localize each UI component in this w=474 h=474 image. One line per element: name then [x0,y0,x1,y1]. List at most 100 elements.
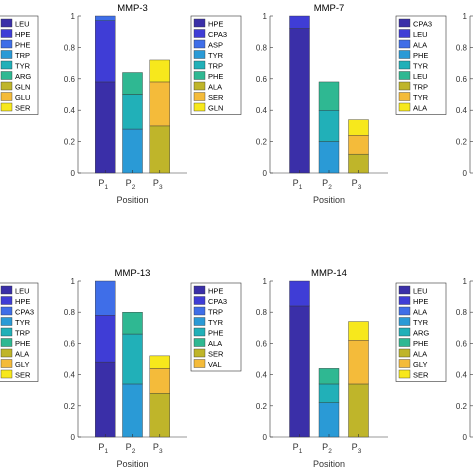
x-tick-label: P1 [293,178,303,191]
bar-segment [122,72,143,95]
legend-swatch [0,29,13,38]
legend-label: HPE [208,20,223,29]
y-tick-label: 0.8 [256,43,268,52]
y-tick-label: 0 [71,169,76,178]
legend-swatch [0,18,13,28]
legend-swatch [0,60,13,70]
legend-swatch [398,296,411,305]
bar-segment [348,340,369,385]
legend-label: LEU [15,20,30,29]
legend-label: HPE [413,297,428,306]
y-tick-label: 0.2 [256,138,268,147]
chart-panel-3: 0 0.2 0.4 0.6 0.8 1 [456,12,473,178]
x-tick-label: P3 [153,442,163,455]
bar-segment [122,333,143,385]
legend-label: TYR [413,62,429,71]
bar-segment [149,59,170,83]
y-tick-label: 0 [71,433,76,442]
legend-label: TYR [208,318,224,327]
legend-swatch [398,102,411,112]
legend-label: SER [15,371,31,380]
chart-title: MMP-3 [117,3,148,14]
y-tick-label: 0.6 [256,339,268,348]
legend-label: TYR [413,318,429,327]
y-tick-label: 0 [463,169,468,178]
chart-panel-2: CPA3LEUALAPHETYRLEUTRPTYRALA00.20.40.60.… [256,3,447,205]
legend-label: GLU [15,93,30,102]
legend-label: VAL [208,360,222,369]
legend-label: SER [413,371,429,380]
x-tick-label-base: P [153,178,159,188]
y-tick-label: 1 [71,12,76,21]
chart-panel-6: LEUHPEALATYRARGPHEALAGLYSER00.20.40.60.8… [256,268,447,469]
x-tick-label-sub: 1 [299,184,303,191]
y-tick-label: 0.4 [256,371,268,380]
x-tick-label-sub: 3 [358,184,362,191]
legend-swatch [398,359,411,368]
x-tick-label: P1 [98,442,108,455]
legend-swatch [193,359,206,368]
chart-title: MMP-13 [115,268,151,279]
y-tick-label: 0.2 [64,138,76,147]
bar-segment [289,28,310,174]
bar-segment [289,280,310,307]
legend-swatch [0,285,13,295]
y-tick-label: 1 [263,277,268,286]
bar-segment [149,81,170,127]
legend-swatch [193,327,206,337]
x-axis-label: Position [313,195,345,205]
x-tick-label-base: P [126,178,132,188]
x-tick-label-base: P [126,442,132,452]
x-tick-label-base: P [293,442,299,452]
chart-panel-7: 0 0.2 0.4 0.6 0.8 1 [456,277,473,442]
y-tick-label: 0.2 [456,138,468,147]
x-tick-label-sub: 2 [132,184,136,191]
legend-label: SER [208,350,224,359]
x-tick-label: P3 [352,178,362,191]
y-tick-label: 0.6 [64,339,76,348]
legend-swatch [398,285,411,295]
bar-segment [149,355,170,369]
bar-segment [122,383,143,438]
legend-swatch [193,317,206,326]
y-tick-label: 0.6 [456,339,468,348]
bar-segment [318,368,340,385]
legend-label: GLY [15,360,29,369]
x-tick-label: P2 [322,178,332,191]
y-tick-label: 0.4 [256,106,268,115]
legend-swatch [193,39,206,49]
legend-label: ALA [15,350,29,359]
legend-label: TYR [15,318,31,327]
legend-label: PHE [208,72,223,81]
y-tick-label: 0.4 [456,106,468,115]
legend-label: TYR [413,93,429,102]
legend-label: GLN [15,83,30,92]
legend-label: TRP [208,308,223,317]
legend-swatch [193,71,206,80]
legend-label: LEU [413,72,428,81]
x-tick-label: P2 [126,442,136,455]
x-axis-label: Position [313,459,345,469]
legend-label: LEU [15,287,30,296]
legend-swatch [0,369,13,379]
legend-label: ARG [413,329,429,338]
legend-swatch [398,306,411,316]
legend-swatch [193,50,206,59]
legend-label: LEU [413,30,428,39]
bar-segment [149,393,170,438]
bar-segment [289,305,310,438]
legend-label: PHE [208,329,223,338]
legend-swatch [398,50,411,59]
bar-segment [95,280,116,316]
legend-label: ALA [413,308,427,317]
y-tick-label: 0 [463,433,468,442]
y-tick-label: 1 [71,277,76,286]
y-tick-label: 0.8 [256,308,268,317]
legend-label: CPA3 [208,30,227,39]
x-tick-label-base: P [322,442,328,452]
legend-swatch [193,29,206,38]
x-tick-label-sub: 1 [104,184,108,191]
